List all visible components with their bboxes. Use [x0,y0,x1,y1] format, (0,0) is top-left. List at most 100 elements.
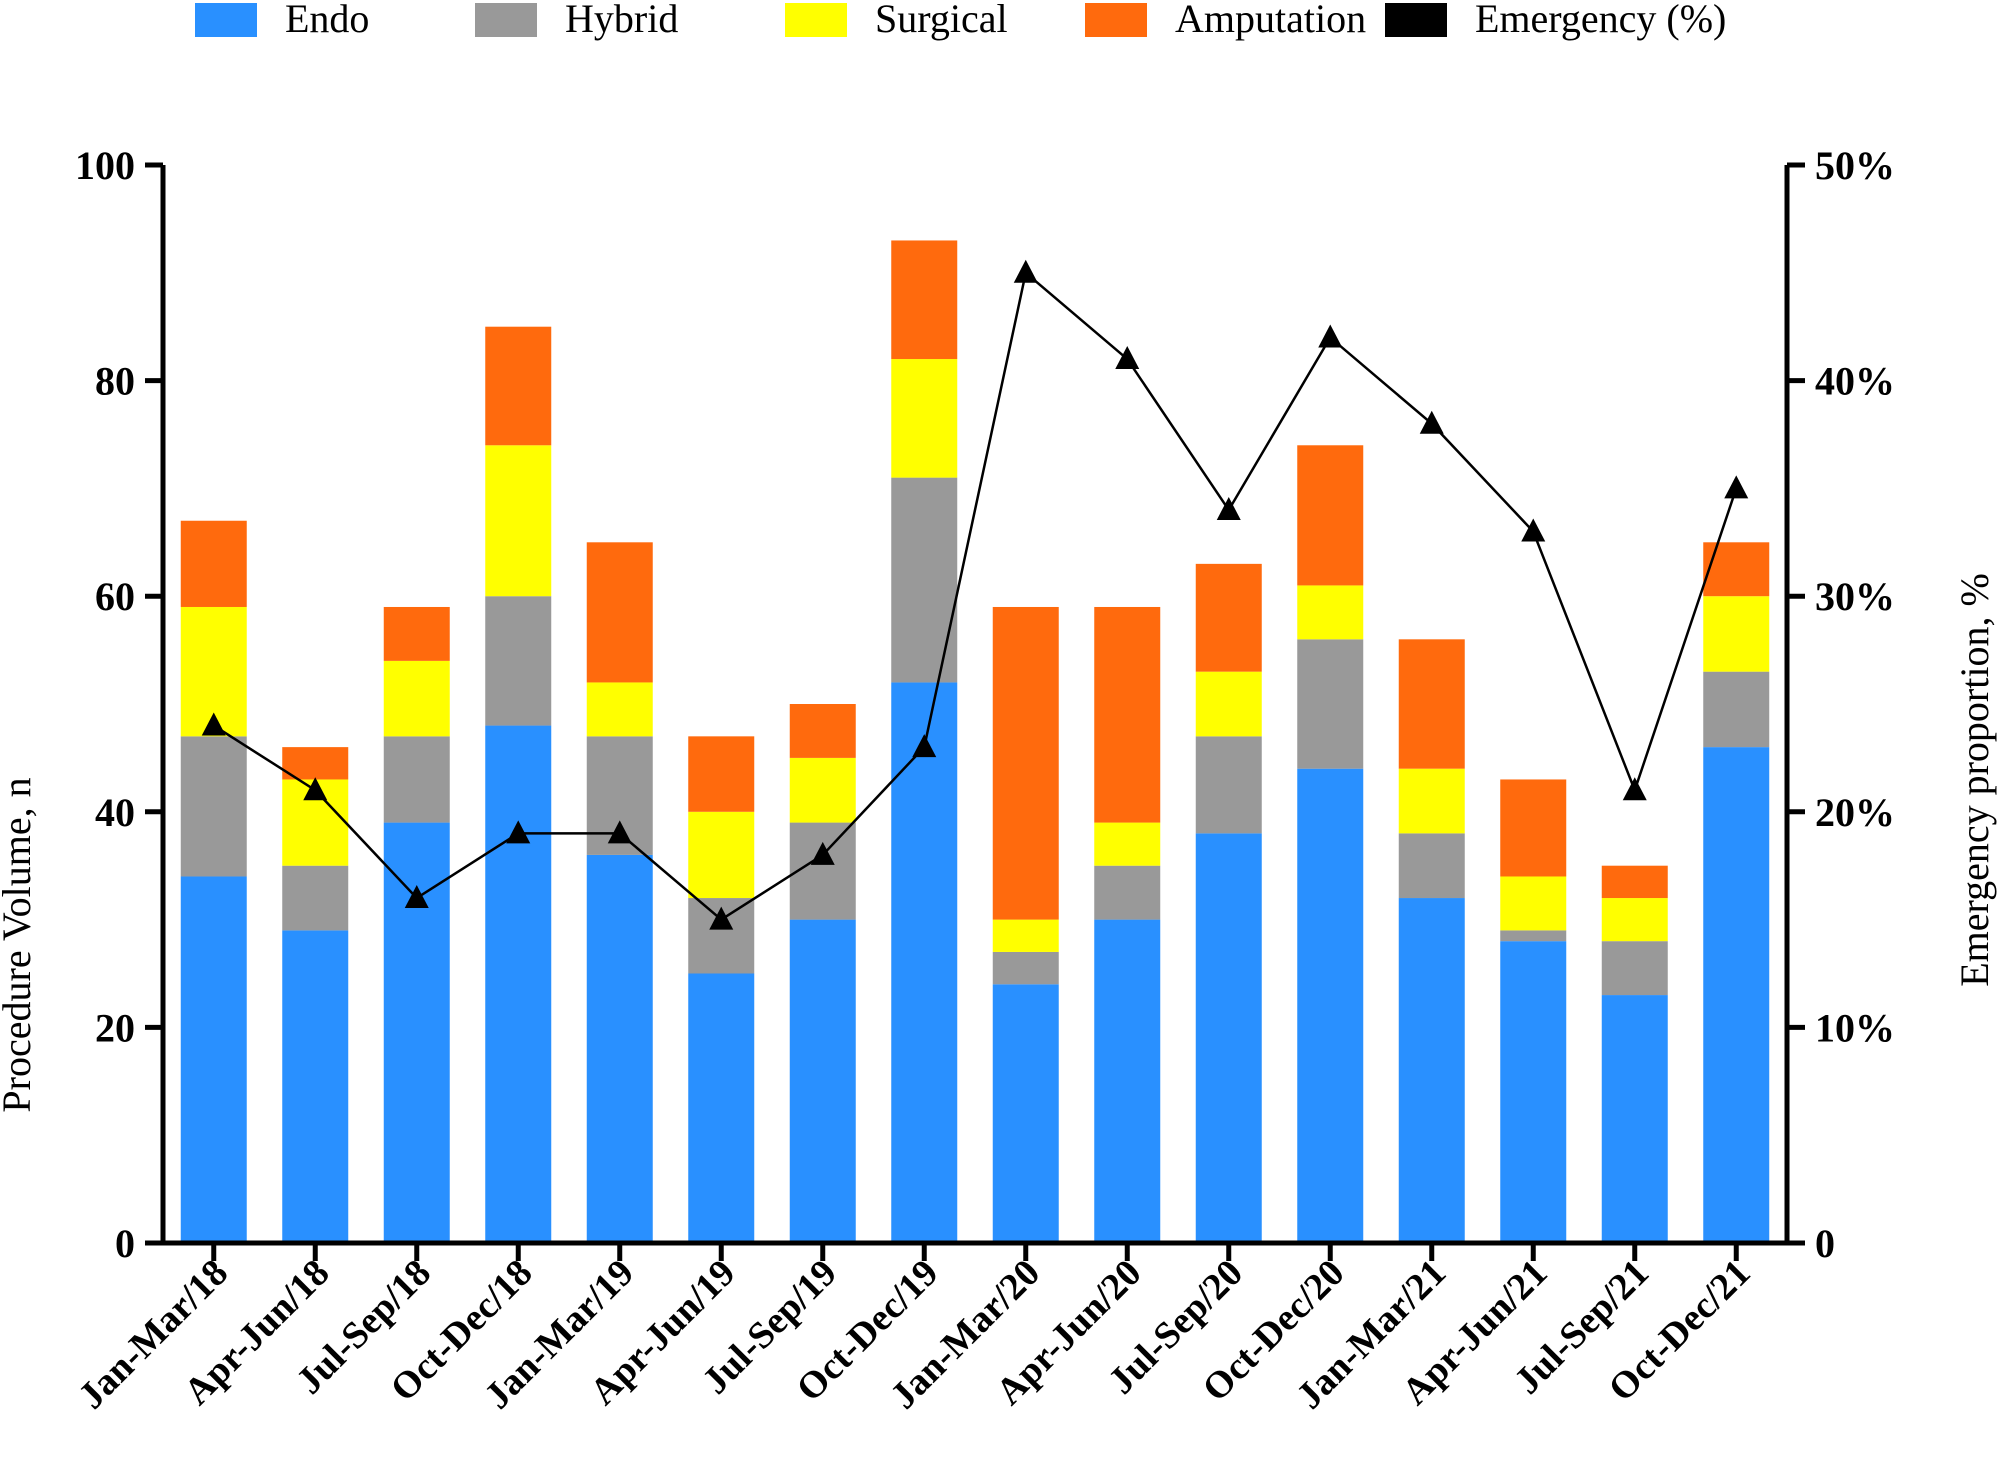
bar-hybrid [180,736,247,877]
bar-surgical [1195,671,1262,737]
emergency-point [404,885,429,909]
bar-endo [789,919,856,1243]
bar-endo [992,984,1059,1243]
legend-swatch-surgical [785,3,847,37]
emergency-point [506,820,531,844]
bar-hybrid [1500,930,1567,942]
y2-tick-label: 30% [1815,574,1895,619]
y-axis-title: Procedure Volume, n [0,777,39,1112]
emergency-point [810,841,835,865]
legend-label-emergency: Emergency (%) [1475,0,1726,41]
chart-legend: Endo Hybrid Surgical Amputation Emergency (%… [195,0,1726,41]
bar-amputation [383,606,450,661]
bar-amputation [789,704,856,758]
bar-surgical [1398,768,1465,834]
bar-endo [1297,768,1364,1243]
bar-endo [688,973,755,1243]
bar-surgical [1094,822,1161,866]
emergency-point [912,734,937,758]
bar-hybrid [1195,736,1262,834]
bar-hybrid [1297,639,1364,769]
bar-amputation [180,520,247,607]
emergency-point [1419,410,1444,434]
bar-hybrid [383,736,450,823]
emergency-point [709,906,734,930]
legend-swatch-emergency [1385,3,1447,37]
emergency-point [1013,259,1038,283]
bar-stacks [180,240,1770,1243]
bar-endo [891,682,958,1243]
legend-swatch-amputation [1085,3,1147,37]
legend-swatch-hybrid [475,3,537,37]
y2-tick-label: 20% [1815,790,1895,835]
legend-label-amputation: Amputation [1175,0,1366,41]
bar-endo [1601,995,1668,1243]
bar-endo [1094,919,1161,1243]
emergency-point [1216,496,1241,520]
bar-hybrid [1703,671,1770,748]
bar-amputation [1398,639,1465,769]
bar-surgical [688,811,755,899]
legend-label-hybrid: Hybrid [565,0,678,41]
bar-surgical [891,359,958,478]
y2-tick-label: 0 [1815,1221,1835,1266]
bar-hybrid [485,596,552,726]
bar-surgical [1500,876,1567,931]
emergency-point [1115,346,1140,370]
bar-hybrid [992,951,1059,985]
bar-surgical [1703,596,1770,672]
bar-amputation [891,240,958,360]
bar-hybrid [789,822,856,920]
y-tick-label: 100 [75,143,135,188]
bar-amputation [1601,865,1668,899]
y2-tick-label: 10% [1815,1005,1895,1050]
bar-amputation [688,736,755,812]
legend-label-endo: Endo [285,0,369,41]
y2-tick-label: 50% [1815,143,1895,188]
emergency-point [1724,475,1749,499]
emergency-line [201,259,1749,930]
legend-swatch-endo [195,3,257,37]
bar-endo [586,854,653,1243]
bar-endo [485,725,552,1243]
bar-surgical [1601,898,1668,942]
emergency-line-path [213,270,1738,922]
bar-amputation [282,747,349,780]
y-tick-label: 0 [115,1221,135,1266]
bar-amputation [1500,779,1567,877]
bar-hybrid [891,477,958,683]
bar-endo [1500,941,1567,1243]
bar-endo [1195,833,1262,1243]
bar-amputation [1297,445,1364,586]
y2-axis-title: Emergency proportion, % [1952,573,1997,987]
bar-hybrid [282,865,349,931]
y2-tick-label: 40% [1815,359,1895,404]
bar-surgical [485,445,552,597]
chart-axes: 0 20 40 60 80 100 0 10% 20% 30% 40% 50% [75,143,1895,1266]
bar-surgical [1297,585,1364,640]
emergency-point [1521,518,1546,542]
legend-label-surgical: Surgical [875,0,1008,41]
bar-amputation [586,542,653,683]
bar-hybrid [1601,941,1668,996]
emergency-point [607,820,632,844]
bar-amputation [485,326,552,446]
y-tick-label: 40 [95,790,135,835]
category-labels: Jan-Mar/18Apr-Jun/18Jul-Sep/18Oct-Dec/18… [71,1252,1759,1418]
emergency-point [201,712,226,736]
bar-surgical [586,682,653,737]
emergency-point [1318,324,1343,348]
bar-endo [180,876,247,1243]
y-tick-label: 80 [95,359,135,404]
bar-hybrid [1398,833,1465,899]
bar-hybrid [1094,865,1161,920]
bar-amputation [1195,563,1262,672]
bar-amputation [1094,606,1161,823]
bar-surgical [383,660,450,737]
bar-surgical [789,757,856,823]
bar-amputation [1703,542,1770,597]
bar-surgical [992,919,1059,952]
bar-endo [282,930,349,1243]
emergency-point [1622,777,1647,801]
